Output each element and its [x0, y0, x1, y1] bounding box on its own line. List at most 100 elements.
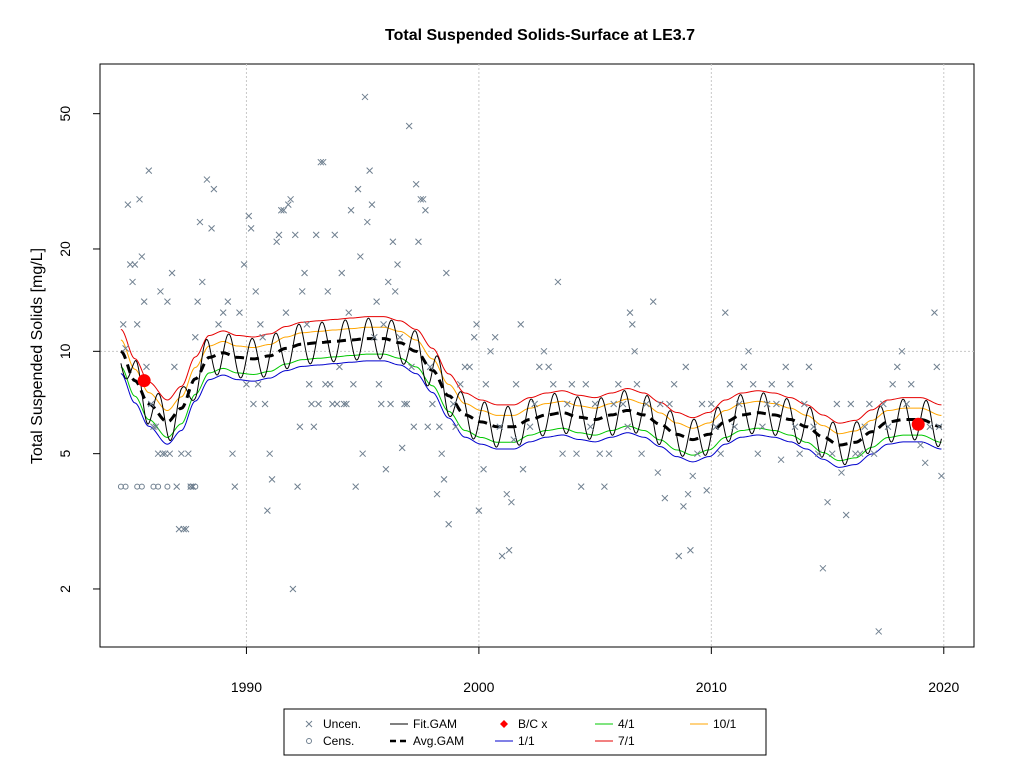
- x-mark-stroke: [236, 309, 243, 316]
- uncensored-point: [549, 380, 557, 388]
- uncensored-point: [745, 347, 752, 355]
- uncensored-point: [582, 380, 590, 388]
- uncensored-point: [810, 423, 817, 431]
- uncensored-point: [619, 400, 627, 408]
- uncensored-point: [252, 288, 260, 295]
- legend-label: 1/1: [518, 734, 535, 748]
- x-mark-stroke: [768, 380, 776, 388]
- legend-label: 7/1: [618, 734, 635, 748]
- uncensored-point: [445, 520, 453, 528]
- x-mark-stroke: [842, 511, 850, 519]
- x-mark-stroke: [456, 380, 464, 388]
- uncensored-point: [587, 423, 594, 431]
- x-mark-stroke: [415, 238, 422, 246]
- uncensored-point: [389, 238, 397, 246]
- uncensored-point: [554, 278, 562, 286]
- x-mark-stroke: [150, 423, 157, 431]
- x-mark-stroke: [229, 450, 236, 458]
- uncensored-point: [726, 380, 734, 388]
- x-mark-stroke: [266, 450, 274, 458]
- uncensored-point: [496, 423, 504, 431]
- x-mark-stroke: [440, 476, 448, 483]
- uncensored-point: [287, 195, 294, 203]
- uncensored-point: [331, 231, 339, 239]
- x-mark-stroke: [198, 278, 206, 286]
- uncensored-point: [180, 525, 188, 533]
- uncensored-point: [498, 552, 506, 560]
- x-mark-stroke: [224, 298, 232, 305]
- x-mark-stroke: [343, 400, 350, 408]
- x-mark-stroke: [540, 347, 548, 355]
- x-mark-stroke: [847, 400, 855, 408]
- censored-point: [192, 483, 199, 490]
- uncensored-point: [796, 450, 804, 458]
- x-mark-stroke: [856, 450, 864, 458]
- uncensored-point: [680, 502, 687, 510]
- x-mark-stroke: [591, 400, 599, 408]
- x-mark-stroke: [782, 363, 790, 371]
- x-mark-stroke: [166, 450, 174, 458]
- uncensored-point: [545, 363, 552, 371]
- uncensored-point: [401, 400, 408, 408]
- x-mark-stroke: [703, 487, 711, 494]
- x-mark-stroke: [763, 400, 771, 408]
- x-mark-stroke: [814, 450, 822, 458]
- x-mark-stroke: [426, 363, 434, 371]
- uncensored-point: [168, 269, 176, 277]
- x-mark-stroke: [124, 201, 132, 209]
- x-mark-stroke: [305, 720, 313, 728]
- x-mark-stroke: [498, 552, 506, 560]
- uncensored-point: [491, 333, 499, 341]
- x-mark-stroke: [296, 423, 304, 431]
- censored-point: [122, 483, 129, 490]
- uncensored-point: [284, 201, 292, 209]
- uncensored-point: [861, 423, 869, 431]
- x-mark-stroke: [559, 450, 566, 458]
- uncensored-point: [384, 278, 392, 286]
- uncensored-point: [257, 321, 264, 328]
- uncensored-point: [231, 483, 239, 490]
- uncensored-point: [777, 456, 785, 464]
- uncensored-point: [642, 400, 650, 408]
- uncensored-point: [893, 363, 901, 371]
- legend-box: [283, 708, 767, 756]
- uncensored-point: [410, 423, 418, 431]
- x-mark-stroke: [717, 450, 724, 458]
- uncensored-point: [661, 494, 669, 502]
- y-axis-label: Total Suspended Solids [mg/L]: [29, 248, 46, 464]
- x-mark-stroke: [675, 552, 683, 560]
- uncensored-point: [215, 321, 222, 328]
- uncensored-point: [510, 436, 518, 443]
- uncensored-point: [626, 309, 634, 316]
- uncensored-point: [240, 261, 248, 268]
- x-mark-stroke: [610, 400, 618, 408]
- y-tick-label: 2: [57, 585, 73, 593]
- uncensored-point: [433, 490, 441, 498]
- x-mark-stroke: [380, 321, 387, 328]
- x-mark-stroke: [129, 278, 136, 286]
- uncensored-point: [370, 333, 378, 341]
- x-mark-stroke: [828, 450, 836, 458]
- x-mark-stroke: [391, 288, 399, 295]
- x-mark-stroke: [345, 309, 353, 316]
- uncensored-point: [773, 400, 780, 408]
- x-mark-stroke: [254, 380, 262, 388]
- uncensored-point: [907, 380, 915, 388]
- x-mark-stroke: [396, 333, 404, 341]
- x-mark-stroke: [879, 400, 887, 408]
- seasonal-lines: [120, 316, 942, 468]
- x-mark-stroke: [259, 333, 267, 341]
- uncensored-point: [184, 450, 192, 458]
- uncensored-point: [157, 288, 164, 295]
- x-mark-stroke: [143, 363, 150, 371]
- uncensored-point: [870, 450, 878, 458]
- chart-title: Total Suspended Solids-Surface at LE3.7: [385, 27, 695, 44]
- uncensored-point: [631, 347, 638, 355]
- x-mark-stroke: [184, 450, 192, 458]
- x-mark-stroke: [294, 483, 301, 490]
- uncensored-point: [173, 483, 181, 490]
- x-mark-stroke: [526, 423, 534, 431]
- uncensored-point: [377, 400, 385, 408]
- x-mark-stroke: [359, 450, 367, 458]
- uncensored-point: [508, 498, 515, 506]
